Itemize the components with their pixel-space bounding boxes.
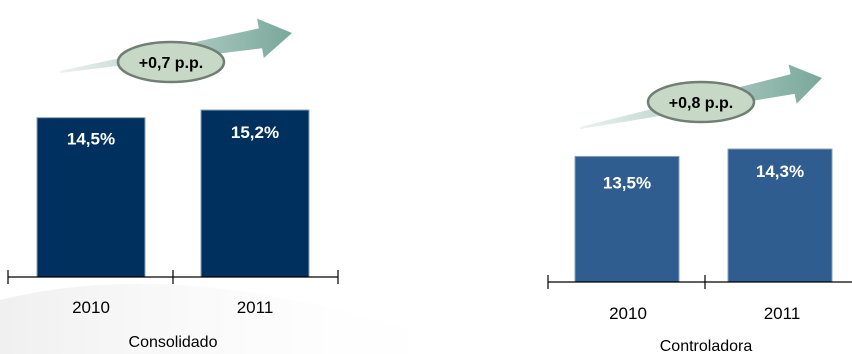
- chart-consolidado: 14,5% 15,2% 2010 2011 Consolidado +0,7 p.…: [0, 0, 370, 354]
- bar-2010: [574, 155, 680, 283]
- chart-controladora: 13,5% 14,3% 2010 2011 Controladora +0,8 p…: [540, 0, 852, 354]
- delta-label-controladora: +0,8 p.p.: [669, 95, 733, 112]
- bars-controladora: 13,5% 14,3%: [574, 148, 833, 283]
- bar-value-label-2011: 14,3%: [756, 162, 804, 181]
- delta-label-consolidado: +0,7 p.p.: [139, 55, 203, 72]
- category-label-2010: 2010: [609, 304, 647, 323]
- delta-bubble-controladora: +0,8 p.p.: [646, 80, 756, 124]
- bar-value-label-2010: 13,5%: [603, 173, 651, 192]
- delta-bubble-consolidado: +0,7 p.p.: [116, 40, 226, 84]
- category-label-2011: 2011: [764, 304, 801, 323]
- bar-2011: [727, 148, 833, 283]
- bars-consolidado: 14,5% 15,2%: [36, 109, 310, 278]
- chart-controladora-svg: 13,5% 14,3% 2010 2011 Controladora +0,8 p…: [547, 64, 852, 354]
- chart-consolidado-svg: 14,5% 15,2% 2010 2011 Consolidado +0,7 p.…: [7, 18, 339, 351]
- bar-value-label-2011: 15,2%: [231, 123, 279, 142]
- category-label-2010: 2010: [72, 298, 110, 317]
- category-label-2011: 2011: [237, 298, 274, 317]
- bar-2010: [36, 117, 146, 278]
- chart-caption-consolidado: Consolidado: [129, 334, 218, 351]
- bar-value-label-2010: 14,5%: [67, 130, 115, 149]
- chart-caption-controladora: Controladora: [660, 338, 753, 354]
